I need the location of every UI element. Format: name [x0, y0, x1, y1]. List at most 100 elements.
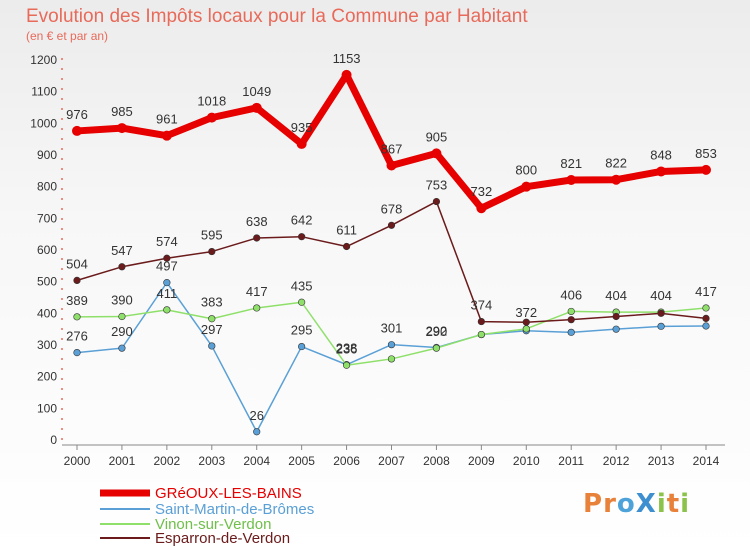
data-label: 905	[426, 129, 448, 144]
data-point	[521, 181, 532, 192]
x-tick-label: 2000	[64, 454, 91, 468]
data-point	[702, 314, 710, 323]
x-tick-label: 2007	[378, 454, 405, 468]
y-tick-label: 0	[50, 433, 57, 447]
data-label: 638	[246, 214, 268, 229]
data-point	[341, 69, 352, 80]
legend-label: Saint-Martin-de-Brômes	[155, 501, 314, 518]
data-point	[702, 304, 710, 312]
data-point	[118, 312, 126, 321]
x-tick-label: 2002	[154, 454, 181, 468]
data-label: 236	[336, 341, 358, 356]
data-label: 390	[111, 293, 133, 308]
x-tick-label: 2004	[243, 454, 270, 468]
x-tick-label: 2010	[513, 454, 540, 468]
x-tick-label: 2008	[423, 454, 450, 468]
data-point	[566, 175, 577, 186]
y-tick-label: 900	[37, 148, 57, 162]
data-label: 1018	[197, 94, 226, 109]
data-point	[118, 263, 126, 271]
data-point	[477, 330, 485, 339]
data-point	[73, 313, 81, 321]
data-point	[386, 160, 397, 171]
data-label: 642	[291, 213, 313, 228]
data-point	[163, 306, 171, 314]
data-label: 961	[156, 112, 178, 127]
data-label: 611	[336, 223, 357, 238]
data-label: 1049	[242, 84, 271, 99]
data-point	[342, 361, 351, 369]
data-point	[701, 164, 711, 175]
data-label: 732	[471, 184, 493, 199]
data-point	[163, 254, 171, 262]
data-label: 867	[381, 141, 403, 156]
data-point	[73, 276, 81, 285]
data-point	[72, 125, 82, 136]
y-tick-label: 800	[37, 180, 57, 194]
data-point	[298, 233, 306, 241]
data-point	[298, 342, 306, 351]
data-point	[298, 298, 306, 306]
data-point	[522, 318, 530, 326]
data-point	[161, 130, 172, 141]
logo-letter: i	[656, 489, 667, 519]
data-point	[387, 341, 396, 349]
legend: GRéOUX-LES-BAINSSaint-Martin-de-BrômesVi…	[100, 485, 314, 547]
data-label: 389	[66, 293, 88, 308]
data-point	[206, 112, 217, 123]
y-tick-label: 600	[37, 243, 57, 257]
data-point	[387, 355, 396, 363]
y-tick-label: 300	[37, 338, 57, 352]
data-label: 976	[66, 107, 88, 122]
data-label: 504	[66, 256, 88, 271]
data-point	[253, 428, 261, 436]
data-point	[567, 307, 575, 316]
data-point	[656, 166, 667, 177]
x-tick-label: 2012	[603, 454, 630, 468]
data-point	[342, 242, 351, 251]
x-tick-label: 2011	[558, 454, 584, 468]
data-label: 595	[201, 228, 223, 243]
data-point	[657, 309, 665, 317]
data-point	[73, 349, 81, 357]
axes: 0 100 200 300 400 500 600 700 800 900 1000 1100 1200…	[30, 53, 725, 468]
data-label: 295	[291, 323, 313, 338]
data-label: 417	[695, 284, 717, 299]
data-point	[251, 102, 262, 113]
y-tick-label: 1200	[30, 53, 57, 67]
data-point	[118, 344, 126, 352]
data-point	[432, 197, 441, 206]
data-point	[253, 234, 261, 242]
series-layer	[72, 69, 711, 436]
data-point	[567, 328, 575, 336]
data-label: 297	[201, 322, 223, 337]
logo-letter: t	[666, 489, 681, 519]
data-label: 417	[246, 284, 268, 299]
y-tick-label: 700	[37, 211, 57, 225]
data-point	[612, 325, 620, 333]
data-point	[116, 123, 127, 134]
data-label: 372	[515, 305, 537, 320]
data-label: 821	[560, 156, 582, 171]
data-label: 374	[471, 298, 493, 313]
y-tick-label: 1000	[30, 116, 57, 130]
data-label: 497	[156, 259, 178, 274]
data-point	[296, 138, 307, 149]
logo-letter: X	[635, 489, 657, 519]
data-label: 800	[515, 163, 537, 178]
data-label: 406	[560, 287, 582, 302]
data-point	[387, 221, 396, 229]
data-label: 753	[426, 178, 448, 193]
logo-letter: P	[583, 489, 604, 519]
logo-letter: r	[603, 489, 617, 519]
data-point	[208, 342, 216, 350]
data-point	[432, 344, 441, 352]
x-tick-label: 2006	[333, 454, 360, 468]
data-label: 238	[336, 341, 358, 356]
data-label: 383	[201, 295, 223, 310]
logo-letter: o	[616, 489, 636, 519]
data-point	[163, 279, 171, 287]
data-point	[657, 322, 665, 330]
